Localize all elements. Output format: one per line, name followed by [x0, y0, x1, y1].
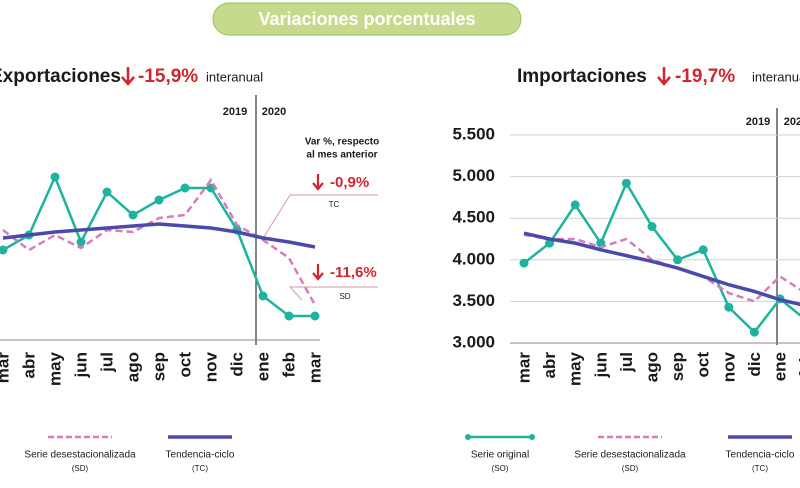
y-tick-label: 3.000 [452, 332, 495, 351]
x-tick-label: nov [201, 351, 220, 382]
x-tick-label: mar [514, 352, 533, 384]
series-line [2, 177, 317, 306]
x-tick-label: jun [591, 352, 610, 379]
x-tick-label: oct [175, 352, 194, 378]
data-point [621, 178, 631, 188]
x-tick-label: jun [71, 352, 90, 379]
data-point [673, 255, 683, 265]
legend-abbr: (SD) [72, 464, 89, 473]
x-tick-label: ene [253, 352, 272, 381]
y-tick-label: 4.500 [452, 208, 495, 227]
period-label: 2019 [223, 106, 247, 118]
annotation-label: SD [339, 292, 350, 301]
legend-label: Serie desestacionalizada [24, 450, 136, 461]
annotation-label: TC [329, 200, 340, 209]
series-line [523, 233, 800, 303]
down-arrow [657, 67, 671, 86]
y-tick-label: 4.000 [452, 249, 495, 268]
data-point [102, 187, 112, 197]
banner-pill [212, 2, 522, 36]
x-tick-label: abr [19, 352, 38, 379]
period-label: 2019 [746, 116, 770, 128]
x-tick-label: nov [719, 351, 738, 382]
x-tick-label: sep [149, 352, 168, 381]
legend-abbr: (SO) [492, 464, 509, 473]
x-tick-label: feb [796, 352, 800, 378]
x-tick-label: may [566, 351, 585, 386]
data-point [647, 222, 657, 232]
x-tick-label: dic [745, 352, 764, 377]
legend-abbr: (SD) [622, 464, 639, 473]
period-label: 2020 [784, 116, 800, 128]
data-point [284, 311, 294, 321]
leader-line [288, 286, 378, 301]
x-tick-label: jul [97, 352, 116, 373]
series-line [523, 180, 800, 335]
data-point [50, 172, 60, 182]
x-tick-label: feb [279, 352, 298, 378]
banner-text: Variaciones porcentuales [258, 9, 475, 29]
annotation-value: -11,6% [330, 264, 377, 281]
x-tick-label: mar [0, 352, 12, 384]
y-tick-label: 3.500 [452, 291, 495, 310]
y-tick-label: 5.000 [452, 166, 495, 185]
down-arrow [312, 174, 324, 191]
data-point [128, 210, 138, 220]
data-point [180, 183, 190, 193]
annotation-header: Var %, respecto [305, 137, 379, 148]
data-point [76, 237, 86, 247]
series-line [2, 222, 316, 249]
change-note: interanual [206, 69, 263, 84]
y-tick-label: 5.500 [452, 124, 495, 143]
down-arrow [312, 264, 324, 281]
x-tick-label: mar [305, 352, 324, 384]
data-point [310, 311, 320, 321]
legend-abbr: (TC) [752, 464, 768, 473]
down-arrow [121, 67, 135, 86]
change-note: interanual [752, 69, 800, 84]
data-point [519, 258, 529, 268]
data-point [698, 245, 708, 255]
data-point [749, 327, 759, 337]
legend-dot [529, 434, 535, 440]
data-point [724, 302, 734, 312]
legend-label: Serie original [471, 450, 529, 461]
chart-title: Exportaciones [0, 66, 121, 87]
x-tick-label: abr [540, 352, 559, 379]
x-tick-label: sep [668, 352, 687, 381]
annotation-header: al mes anterior [306, 150, 377, 161]
change-value: -19,7% [675, 66, 735, 87]
x-tick-label: may [45, 351, 64, 386]
annotation-value: -0,9% [330, 174, 369, 191]
data-point [154, 195, 164, 205]
leader-line [261, 194, 378, 241]
legend-label: Tendencia-ciclo [726, 450, 795, 461]
legend-label: Serie desestacionalizada [574, 450, 686, 461]
legend-dot [465, 434, 471, 440]
data-point [570, 200, 580, 210]
data-point [258, 291, 268, 301]
x-tick-label: ago [123, 352, 142, 382]
period-label: 2020 [262, 106, 286, 118]
chart-title: Importaciones [517, 66, 647, 87]
x-tick-label: jul [617, 352, 636, 373]
x-tick-label: dic [227, 352, 246, 377]
x-tick-label: oct [694, 352, 713, 378]
legend-abbr: (TC) [192, 464, 208, 473]
legend-label: Tendencia-ciclo [166, 450, 235, 461]
x-tick-label: ene [770, 352, 789, 381]
x-tick-label: ago [642, 352, 661, 382]
series-line [523, 231, 800, 307]
data-point [0, 245, 8, 255]
change-value: -15,9% [138, 66, 198, 87]
